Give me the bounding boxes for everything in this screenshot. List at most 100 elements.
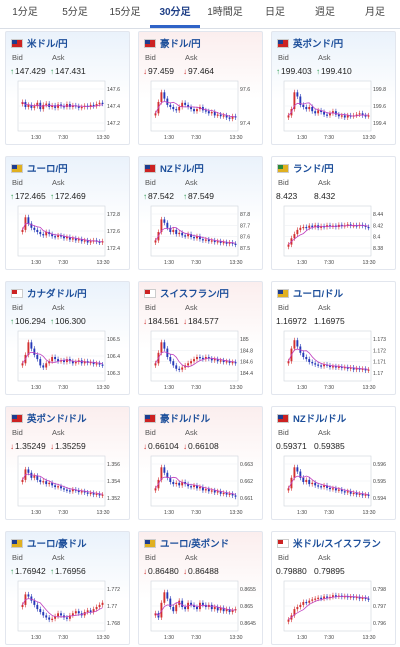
candle-body — [317, 485, 320, 487]
rate-card[interactable]: 豪ドル/ドル Bid Ask ↓0.66104 ↓0.66108 0.663 0.662 0.… — [138, 406, 263, 520]
candle-body — [213, 359, 216, 361]
pair-title[interactable]: ユーロ/豪ドル — [11, 536, 87, 550]
candle-body — [207, 111, 210, 114]
candle-body — [222, 360, 225, 363]
candle-body — [367, 115, 370, 117]
tab-1[interactable]: 5分足 — [62, 7, 88, 18]
y-tick-label: 1.77 — [107, 604, 117, 610]
candle-body — [287, 488, 290, 491]
pair-title[interactable]: ユーロ/円 — [11, 161, 68, 175]
price-chart[interactable]: 0.596 0.595 0.594 1:30 7:30 13:30 — [276, 454, 393, 518]
candle-body — [86, 240, 89, 243]
tab-2[interactable]: 15分足 — [109, 7, 141, 18]
pair-title[interactable]: NZドル/ドル — [277, 411, 346, 425]
ask-label: Ask — [52, 553, 65, 562]
y-tick-label: 147.6 — [107, 87, 120, 93]
rate-card[interactable]: ランド/円 Bid Ask 8.423 8.432 8.44 8.42 8.4 8.38 1:30… — [271, 156, 396, 270]
candle-body — [334, 488, 337, 491]
candle-body — [340, 115, 343, 117]
rate-card[interactable]: 米ドル/スイスフラン Bid Ask 0.79880 0.79895 0.798 0.797… — [271, 531, 396, 645]
pair-title[interactable]: スイスフラン/円 — [144, 286, 229, 300]
candle-body — [86, 492, 89, 494]
x-tick-label: 1:30 — [164, 135, 174, 141]
candle-body — [196, 607, 198, 610]
pair-title[interactable]: ユーロ/ドル — [277, 286, 343, 300]
price-chart[interactable]: 0.798 0.797 0.796 1:30 7:30 13:30 — [276, 579, 393, 643]
price-chart[interactable]: 172.8 172.6 172.4 1:30 7:30 13:30 — [10, 204, 127, 268]
price-chart[interactable]: 0.663 0.662 0.661 1:30 7:30 13:30 — [143, 454, 260, 518]
ask-price: ↑199.410 — [316, 66, 352, 76]
candle-body — [77, 611, 80, 614]
candle-body — [71, 105, 74, 107]
pair-title[interactable]: 英ポンド/ドル — [11, 411, 87, 425]
x-tick-label: 13:30 — [97, 635, 110, 641]
tab-7[interactable]: 月足 — [365, 7, 385, 18]
candle-body — [45, 232, 48, 236]
tab-5[interactable]: 日足 — [265, 7, 285, 18]
y-tick-label: 106.5 — [107, 337, 120, 343]
pair-title[interactable]: 米ドル/円 — [11, 36, 68, 50]
bid-price: ↓0.66104 — [143, 441, 179, 451]
y-tick-label: 0.8645 — [240, 621, 256, 627]
arrow-down-icon: ↓ — [143, 567, 147, 576]
tab-3[interactable]: 30分足 — [150, 0, 200, 28]
candle-body — [63, 488, 65, 490]
price-chart[interactable]: 1.173 1.172 1.171 1.17 1:30 7:30 13:30 — [276, 329, 393, 393]
ask-value: 8.432 — [314, 191, 336, 201]
price-chart[interactable]: 1.772 1.77 1.768 1:30 7:30 13:30 — [10, 579, 127, 643]
pair-title[interactable]: カナダドル/円 — [11, 286, 87, 300]
price-chart[interactable]: 97.6 97.4 1:30 7:30 13:30 — [143, 79, 260, 143]
pair-title[interactable]: 豪ドル/ドル — [144, 411, 210, 425]
rate-card[interactable]: NZドル/ドル Bid Ask 0.59371 0.59385 0.596 0.595 0.5… — [271, 406, 396, 520]
pair-title[interactable]: 米ドル/スイスフラン — [277, 536, 381, 550]
pair-title[interactable]: 豪ドル/円 — [144, 36, 201, 50]
flag-icon — [11, 288, 23, 298]
candle-body — [36, 102, 39, 107]
rate-card[interactable]: ユーロ/豪ドル Bid Ask ↑1.76942 ↑1.76956 1.772 1.77 1.… — [5, 531, 130, 645]
candle-body — [311, 362, 314, 364]
rate-card[interactable]: 豪ドル/円 Bid Ask ↓97.459 ↓97.464 97.6 97.4 1:30 7:3… — [138, 31, 263, 145]
candle-body — [30, 104, 33, 108]
rate-card[interactable]: 英ポンド/ドル Bid Ask ↓1.35249 ↓1.35259 1.356 1.354 1… — [5, 406, 130, 520]
price-chart[interactable]: 199.8 199.6 199.4 1:30 7:30 13:30 — [276, 79, 393, 143]
price-chart[interactable]: 147.6 147.4 147.2 1:30 7:30 13:30 — [10, 79, 127, 143]
rate-card[interactable]: ユーロ/円 Bid Ask ↑172.465 ↑172.469 172.8 172.6 172… — [5, 156, 130, 270]
rate-card[interactable]: スイスフラン/円 Bid Ask ↓184.561 ↓184.577 185 184.8 18… — [138, 281, 263, 395]
pair-title[interactable]: ランド/円 — [277, 161, 334, 175]
y-tick-label: 1.17 — [373, 371, 383, 377]
pair-title[interactable]: 英ポンド/円 — [277, 36, 343, 50]
tab-6[interactable]: 週足 — [315, 7, 335, 18]
candle-body — [234, 362, 237, 364]
candle-body — [160, 602, 163, 618]
price-chart[interactable]: 8.44 8.42 8.4 8.38 1:30 7:30 13:30 — [276, 204, 393, 268]
candle-body — [311, 599, 314, 601]
price-chart[interactable]: 106.5 106.4 106.3 1:30 7:30 13:30 — [10, 329, 127, 393]
rate-card[interactable]: ユーロ/英ポンド Bid Ask ↓0.86480 ↓0.86488 0.8655 0.86… — [138, 531, 263, 645]
flag-icon — [144, 538, 156, 548]
flag-icon — [144, 163, 156, 173]
candle-body — [36, 604, 39, 610]
candle-body — [42, 234, 45, 236]
x-tick-label: 1:30 — [164, 385, 174, 391]
rate-card[interactable]: ユーロ/ドル Bid Ask 1.16972 1.16975 1.173 1.172 1.17… — [271, 281, 396, 395]
tab-4[interactable]: 1時間足 — [207, 7, 243, 18]
price-chart[interactable]: 185 184.8 184.6 184.4 1:30 7:30 13:30 — [143, 329, 260, 393]
flag-icon — [11, 163, 23, 173]
rate-card[interactable]: NZドル/円 Bid Ask ↑87.542 ↑87.549 87.8 87.7 87.6 87… — [138, 156, 263, 270]
rate-card[interactable]: 英ポンド/円 Bid Ask ↑199.403 ↑199.410 199.8 199.6 19… — [271, 31, 396, 145]
candle-body — [308, 600, 311, 603]
pair-name: NZドル/円 — [160, 164, 204, 175]
candle-body — [219, 114, 222, 117]
candle-body — [361, 493, 364, 496]
tab-0[interactable]: 1分足 — [12, 7, 38, 18]
rate-card[interactable]: 米ドル/円 Bid Ask ↑147.429 ↑147.431 147.6 147.4 147… — [5, 31, 130, 145]
candlestick-chart: 1.173 1.172 1.171 1.17 1:30 7:30 13:30 — [283, 330, 386, 391]
price-chart[interactable]: 1.356 1.354 1.352 1:30 7:30 13:30 — [10, 454, 127, 518]
price-chart[interactable]: 0.8655 0.865 0.8645 1:30 7:30 13:30 — [143, 579, 260, 643]
price-chart[interactable]: 87.8 87.7 87.6 87.5 1:30 7:30 13:30 — [143, 204, 260, 268]
candle-body — [308, 479, 311, 485]
rate-card[interactable]: カナダドル/円 Bid Ask ↑106.294 ↑106.300 106.5 106.4 1… — [5, 281, 130, 395]
candle-body — [63, 360, 65, 363]
pair-title[interactable]: ユーロ/英ポンド — [144, 536, 229, 550]
pair-title[interactable]: NZドル/円 — [144, 161, 204, 175]
